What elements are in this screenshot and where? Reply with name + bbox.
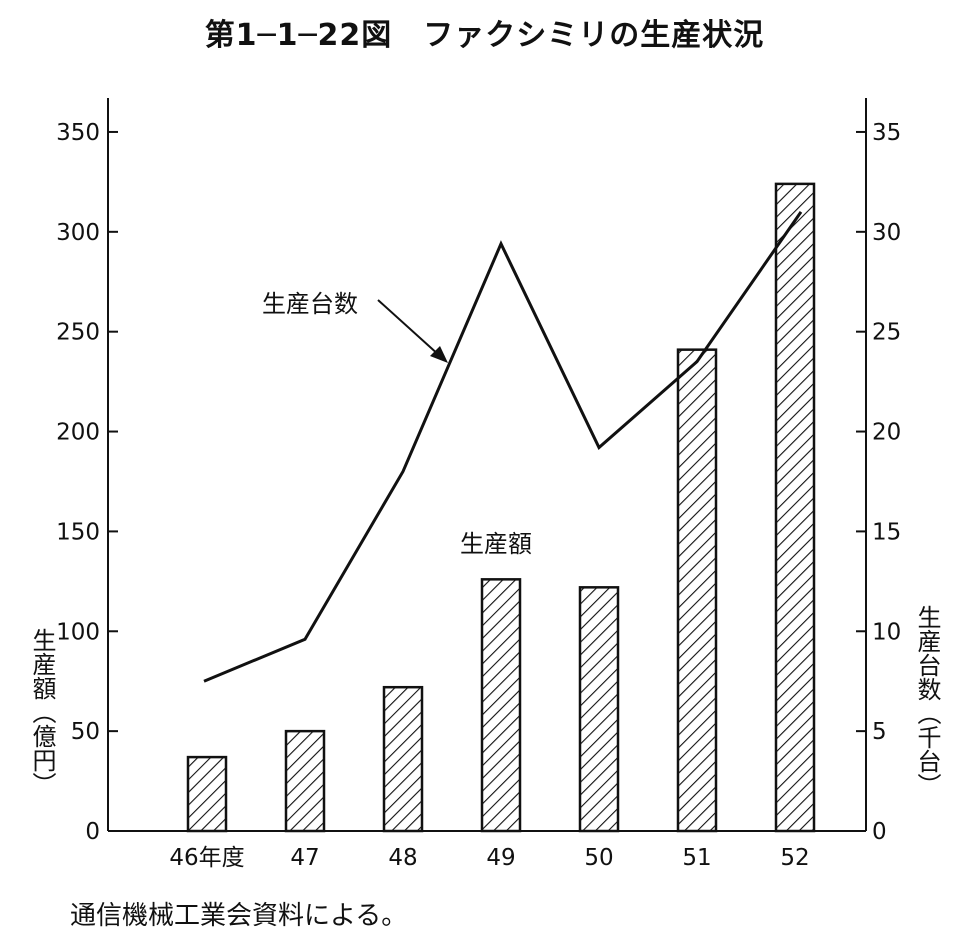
right-tick-label: 25 <box>872 320 901 346</box>
line-production-units <box>203 210 803 683</box>
left-tick-label: 0 <box>85 819 100 845</box>
x-tick-label: 47 <box>290 845 319 871</box>
x-tick-label: 52 <box>780 845 809 871</box>
left-tick-label: 200 <box>56 420 100 446</box>
line-label-arrow <box>377 299 441 357</box>
right-tick-label: 30 <box>872 220 901 246</box>
line-label-arrowhead <box>430 346 448 363</box>
source-note: 通信機械工業会資料による。 <box>70 901 408 931</box>
right-tick-label: 5 <box>872 719 887 745</box>
bar-production-value <box>578 586 620 833</box>
bar-production-value <box>774 182 816 833</box>
bar-production-value <box>480 578 522 833</box>
bar-series-label: 生産額 <box>460 530 532 558</box>
left-tick-label: 250 <box>56 320 100 346</box>
right-tick-label: 0 <box>872 819 887 845</box>
x-tick-label: 51 <box>682 845 711 871</box>
left-tick-label: 100 <box>56 619 100 645</box>
line-series-label: 生産台数 <box>262 290 358 318</box>
left-tick-label: 150 <box>56 519 100 545</box>
right-tick-label: 20 <box>872 420 901 446</box>
x-tick-label: 46年度 <box>169 845 244 871</box>
chart-title: 第1─1─22図 ファクシミリの生産状況 <box>204 18 765 53</box>
right-tick-label: 10 <box>872 619 901 645</box>
right-axis-label: 生産台数（千台） <box>913 605 941 797</box>
right-tick-label: 15 <box>872 519 901 545</box>
bar-production-value <box>382 685 424 833</box>
bar-production-value <box>186 755 228 833</box>
left-tick-label: 300 <box>56 220 100 246</box>
left-tick-label: 50 <box>71 719 100 745</box>
bar-production-value <box>676 348 718 833</box>
x-tick-label: 49 <box>486 845 515 871</box>
bar-production-value <box>284 729 326 833</box>
left-axis-label: 生産額（億円） <box>28 628 56 796</box>
right-tick-label: 35 <box>872 120 901 146</box>
x-tick-label: 50 <box>584 845 613 871</box>
left-tick-label: 350 <box>56 120 100 146</box>
x-tick-label: 48 <box>388 845 417 871</box>
